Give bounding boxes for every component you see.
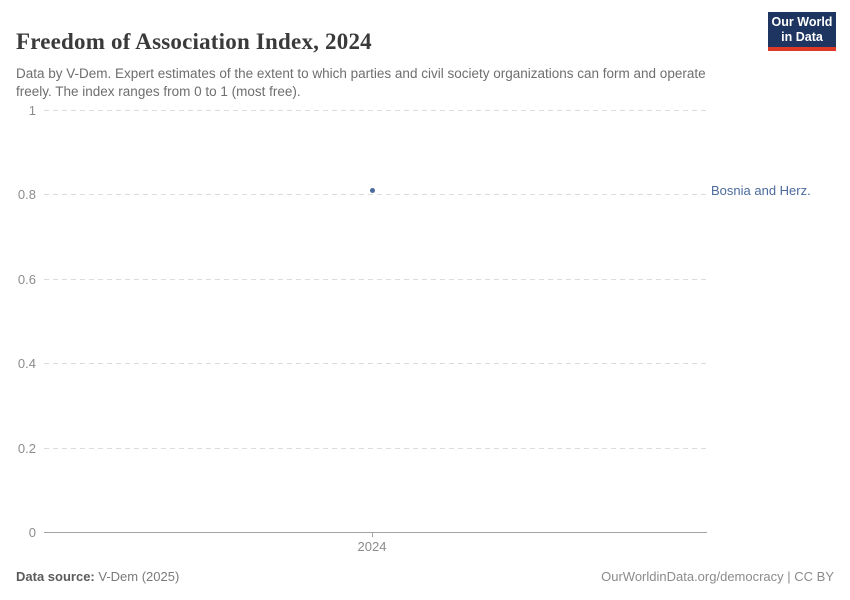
gridline <box>44 278 707 280</box>
entity-label[interactable]: Bosnia and Herz. <box>711 183 811 199</box>
y-tick-label: 0.4 <box>17 356 36 372</box>
y-tick-label: 0.2 <box>17 440 36 456</box>
chart-subtitle: Data by V-Dem. Expert estimates of the e… <box>16 65 706 100</box>
x-axis-line <box>44 532 707 533</box>
x-tick-mark <box>372 532 373 537</box>
gridline <box>44 194 707 196</box>
y-tick-label: 1 <box>28 103 36 118</box>
data-source-value: V-Dem (2025) <box>94 569 180 584</box>
credit-link[interactable]: OurWorldinData.org/democracy | CC BY <box>601 569 834 584</box>
y-tick-label: 0.6 <box>17 271 36 287</box>
gridline <box>44 447 707 449</box>
owid-logo-line2: in Data <box>781 29 823 44</box>
data-source-note: Data source: V-Dem (2025) <box>16 569 179 584</box>
x-tick-label: 2024 <box>357 539 387 554</box>
y-tick-label: 0.8 <box>17 187 36 203</box>
page-title: Freedom of Association Index, 2024 <box>16 29 372 55</box>
gridline <box>44 363 707 365</box>
gridline <box>44 110 707 111</box>
owid-logo[interactable]: Our World in Data <box>768 12 836 51</box>
data-point[interactable] <box>369 187 375 193</box>
owid-logo-line1: Our World <box>771 14 833 29</box>
data-source-label: Data source: <box>16 569 95 584</box>
y-tick-label: 0 <box>28 525 36 540</box>
